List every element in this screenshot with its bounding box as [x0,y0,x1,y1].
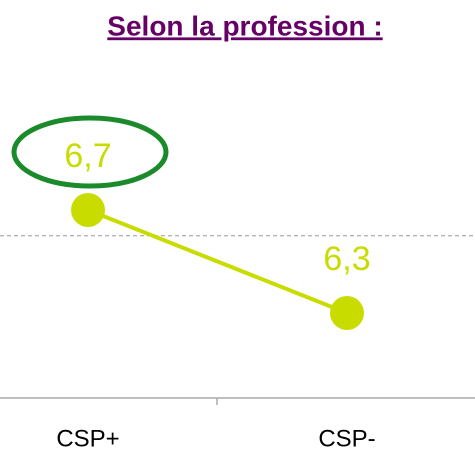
x-tick-label: CSP+ [56,425,119,452]
data-point [71,193,105,227]
series-line [87,208,348,315]
data-point [330,296,364,330]
chart-title: Selon la profession : [107,10,382,41]
x-tick-label: CSP- [318,425,375,452]
data-label: 6,7 [64,137,111,175]
highlight-ellipse [11,115,169,189]
data-label: 6,3 [323,240,370,278]
